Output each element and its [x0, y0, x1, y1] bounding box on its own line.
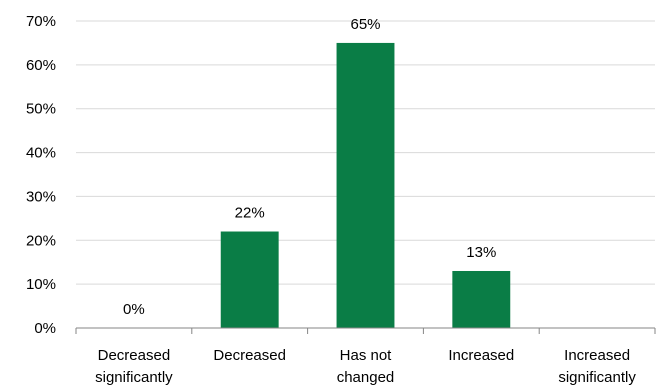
- x-category-label: Increased: [448, 347, 514, 364]
- data-label: 65%: [350, 16, 380, 33]
- bar: [220, 231, 279, 328]
- data-label: 22%: [235, 205, 265, 222]
- y-tick-label: 10%: [26, 276, 56, 293]
- y-tick-label: 40%: [26, 145, 56, 162]
- bar: [452, 270, 511, 328]
- y-tick-label: 0%: [34, 320, 56, 337]
- y-axis-tick-labels: 0% 10% 20% 30% 40% 50% 60% 70%: [26, 13, 56, 337]
- bars: [220, 42, 511, 329]
- x-category-label: Has not changed: [337, 347, 395, 386]
- y-tick-label: 30%: [26, 188, 56, 205]
- x-category-label: Increased significantly: [558, 347, 636, 386]
- data-label: 0%: [123, 301, 145, 318]
- data-label: 13%: [466, 244, 496, 261]
- x-axis-category-labels: Decreased significantly Decreased Has not ch…: [95, 347, 636, 386]
- y-tick-label: 20%: [26, 232, 56, 249]
- y-tick-label: 60%: [26, 57, 56, 74]
- data-labels: 0% 22% 65% 13%: [123, 16, 496, 318]
- x-category-label: Decreased: [213, 347, 286, 364]
- y-tick-label: 70%: [26, 13, 56, 30]
- y-tick-label: 50%: [26, 101, 56, 118]
- x-axis: [75, 327, 656, 334]
- x-category-label: Decreased significantly: [95, 347, 173, 386]
- bar: [336, 42, 395, 329]
